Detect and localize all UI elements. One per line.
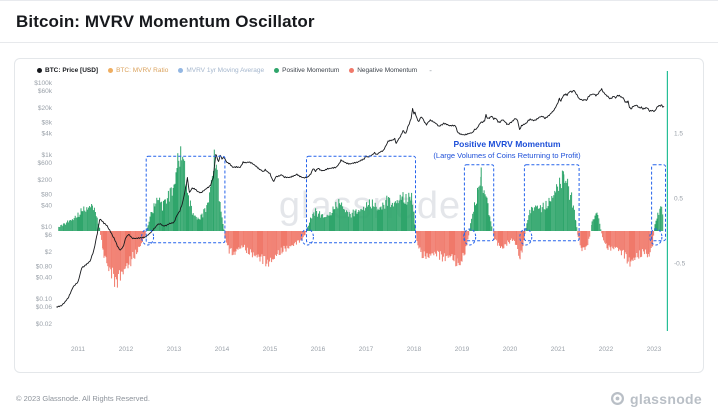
annotation-box xyxy=(306,155,416,244)
momentum-axis-tick: 0.5 xyxy=(674,196,683,203)
annotation-subtitle: (Large Volumes of Coins Returning to Pro… xyxy=(433,151,581,160)
legend-item-mvrv-ratio[interactable]: BTC: MVRV Ratio xyxy=(108,67,168,74)
legend-item-label: MVRV 1yr Moving Average xyxy=(186,67,265,74)
legend-item-negative-momentum[interactable]: Negative Momentum xyxy=(349,67,417,74)
price-axis-tick: $0.80 xyxy=(36,264,53,271)
price-axis-tick: $200 xyxy=(38,177,53,184)
chart-legend: BTC: Price [USD] BTC: MVRV Ratio MVRV 1yr … xyxy=(37,66,432,75)
legend-item-label: BTC: MVRV Ratio xyxy=(116,67,169,74)
annotation-box xyxy=(145,155,226,244)
glassnode-logo[interactable]: glassnode xyxy=(610,391,702,407)
momentum-axis-tick: -0.5 xyxy=(674,261,686,268)
x-axis-tick: 2012 xyxy=(119,346,134,353)
legend-overflow-dash: - xyxy=(429,66,432,75)
legend-item-mvrv-1yr-ma[interactable]: MVRV 1yr Moving Average xyxy=(178,67,264,74)
annotation-box xyxy=(651,164,666,242)
price-axis-tick: $2 xyxy=(45,249,53,256)
legend-marker-icon xyxy=(108,68,114,73)
legend-item-positive-momentum[interactable]: Positive Momentum xyxy=(274,67,339,74)
price-axis-tick: $10 xyxy=(41,224,52,231)
x-axis-tick: 2017 xyxy=(359,346,374,353)
page-title: Bitcoin: MVRV Momentum Oscillator xyxy=(16,12,315,31)
legend-marker-icon xyxy=(274,68,280,73)
x-axis-tick: 2023 xyxy=(647,346,662,353)
annotation-circle xyxy=(463,228,477,246)
x-axis-tick: 2018 xyxy=(407,346,422,353)
price-axis-tick: $40 xyxy=(41,202,52,209)
price-axis-tick: $80 xyxy=(41,192,52,199)
x-axis-tick: 2014 xyxy=(215,346,230,353)
chart-card: glassnode $100k $60k $20k $8k $4k $1k $600 $200… xyxy=(14,58,704,373)
price-axis-tick: $6 xyxy=(45,232,53,239)
price-axis-tick: $1k xyxy=(42,152,53,159)
price-axis-tick: $0.02 xyxy=(36,321,53,328)
legend-item-label: BTC: Price [USD] xyxy=(45,67,99,74)
x-axis-tick: 2016 xyxy=(311,346,326,353)
btc-price-series xyxy=(56,88,665,308)
chart-plot[interactable]: $100k$60k$20k$8k$4k$1k$600$200$80$40$10$… xyxy=(15,59,703,369)
annotation-title: Positive MVRV Momentum xyxy=(453,139,560,149)
momentum-bars xyxy=(58,146,664,288)
x-axis-tick: 2011 xyxy=(71,346,85,353)
momentum-axis-tick: 1.5 xyxy=(674,131,683,138)
legend-marker-icon xyxy=(37,68,42,73)
page-header: Bitcoin: MVRV Momentum Oscillator xyxy=(0,1,718,43)
x-axis-tick: 2021 xyxy=(551,346,566,353)
x-axis-tick: 2013 xyxy=(167,346,182,353)
annotation-circle xyxy=(519,228,533,246)
annotation-box xyxy=(523,164,580,242)
legend-item-btc-price[interactable]: BTC: Price [USD] xyxy=(37,67,98,74)
legend-marker-icon xyxy=(349,68,355,73)
price-axis-tick: $0.06 xyxy=(36,304,53,311)
x-axis-tick: 2022 xyxy=(599,346,614,353)
glassnode-logo-icon xyxy=(611,391,625,406)
price-axis-tick: $20k xyxy=(38,105,53,112)
copyright-text: © 2023 Glassnode. All Rights Reserved. xyxy=(16,394,150,403)
price-axis-tick: $0.10 xyxy=(36,296,53,303)
x-axis-tick: 2019 xyxy=(455,346,470,353)
price-line xyxy=(56,88,665,308)
price-axis-tick: $600 xyxy=(38,160,53,167)
annotations: Positive MVRV Momentum (Large Volumes of … xyxy=(141,71,669,331)
legend-marker-icon xyxy=(178,68,184,73)
page-footer: © 2023 Glassnode. All Rights Reserved. g… xyxy=(0,382,718,415)
price-axis-tick: $8k xyxy=(42,120,53,127)
price-axis-tick: $60k xyxy=(38,88,53,95)
annotation-circle xyxy=(300,228,314,246)
annotation-box xyxy=(463,164,495,242)
price-axis-tick: $100k xyxy=(34,80,52,87)
glassnode-logo-text: glassnode xyxy=(630,390,702,407)
price-axis-tick: $4k xyxy=(42,130,53,137)
x-axis-tick: 2020 xyxy=(503,346,518,353)
legend-item-label: Positive Momentum xyxy=(282,67,340,74)
x-axis-tick: 2015 xyxy=(263,346,278,353)
legend-item-label: Negative Momentum xyxy=(357,67,418,74)
axis-labels: $100k$60k$20k$8k$4k$1k$600$200$80$40$10$… xyxy=(34,80,685,353)
price-axis-tick: $0.40 xyxy=(36,274,53,281)
annotation-circle xyxy=(649,228,663,246)
annotation-circle xyxy=(141,228,155,246)
